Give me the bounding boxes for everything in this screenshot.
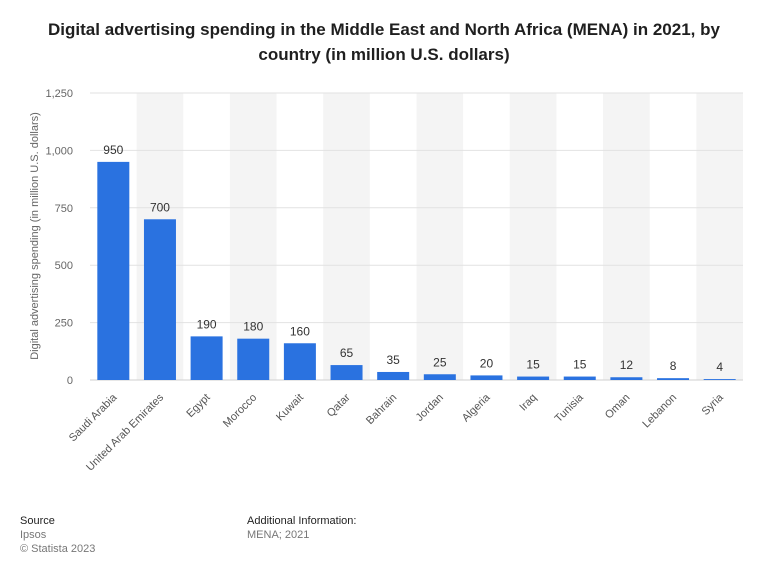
column-band <box>323 93 370 380</box>
bar[interactable] <box>657 378 690 380</box>
y-tick-label: 250 <box>55 318 73 330</box>
x-tick-label: Tunisia <box>553 391 587 425</box>
x-tick-label: United Arab Emirates <box>84 391 166 473</box>
column-band <box>229 93 277 380</box>
additional-info-heading: Additional Information: <box>247 515 357 527</box>
additional-info-block: Additional Information: MENA; 2021 <box>247 514 356 542</box>
column-bands <box>136 93 743 380</box>
data-label: 12 <box>620 358 634 372</box>
y-axis-label: Digital advertising spending (in million… <box>29 112 41 360</box>
bar[interactable] <box>190 336 223 380</box>
source-block: Source Ipsos © Statista 2023 <box>20 514 95 556</box>
bar[interactable] <box>143 219 176 380</box>
data-label: 950 <box>103 143 123 157</box>
data-label: 25 <box>433 355 447 369</box>
data-label: 65 <box>340 346 354 360</box>
x-tick-label: Kuwait <box>274 392 306 424</box>
bar[interactable] <box>237 338 270 380</box>
x-tick-label: Morocco <box>221 392 259 430</box>
x-tick-label: Jordan <box>414 392 446 424</box>
y-tick-label: 0 <box>67 375 73 387</box>
value-labels: 950 700 190 180 160 65 35 25 20 15 15 12 8 4 <box>103 143 723 374</box>
column-band <box>416 93 464 380</box>
bar-chart: 950 700 190 180 160 65 35 25 20 15 15 12 8 4 0 250 500 7… <box>29 88 743 474</box>
column-band <box>509 93 557 380</box>
column-band <box>603 93 650 380</box>
x-tick-label: Lebanon <box>640 392 679 431</box>
bar[interactable] <box>97 161 130 380</box>
data-label: 180 <box>243 320 263 334</box>
data-label: 4 <box>716 360 723 374</box>
data-label: 160 <box>290 324 310 338</box>
x-tick-label: Qatar <box>325 391 353 419</box>
bar[interactable] <box>470 375 503 380</box>
copyright: © Statista 2023 <box>20 543 96 555</box>
bar[interactable] <box>563 376 596 380</box>
source-name[interactable]: Ipsos <box>20 529 47 541</box>
y-tick-label: 1,000 <box>45 145 73 157</box>
bar[interactable] <box>703 379 736 380</box>
x-tick-label: Algeria <box>460 391 493 424</box>
chart-title: Digital advertising spending in the Midd… <box>48 20 720 64</box>
y-tick-label: 500 <box>55 260 73 272</box>
data-label: 15 <box>573 358 587 372</box>
y-axis-ticks: 0 250 500 750 1,000 1,250 <box>45 88 73 387</box>
data-label: 190 <box>197 317 217 331</box>
bar[interactable] <box>330 365 363 380</box>
bar[interactable] <box>423 374 456 380</box>
x-tick-label: Bahrain <box>364 392 399 427</box>
column-band <box>696 93 743 380</box>
x-tick-label: Oman <box>603 392 633 422</box>
x-tick-label: Egypt <box>184 392 212 420</box>
data-label: 35 <box>386 353 400 367</box>
data-label: 700 <box>150 200 170 214</box>
data-label: 20 <box>480 356 494 370</box>
bar[interactable] <box>517 376 550 380</box>
y-tick-label: 750 <box>55 203 73 215</box>
data-label: 15 <box>526 358 540 372</box>
bar[interactable] <box>377 371 410 380</box>
additional-info-text: MENA; 2021 <box>247 529 310 541</box>
y-tick-label: 1,250 <box>45 88 73 100</box>
source-heading: Source <box>20 515 55 527</box>
bars <box>97 161 736 380</box>
bar[interactable] <box>610 377 643 380</box>
x-tick-label: Iraq <box>517 392 539 414</box>
bar[interactable] <box>283 343 316 380</box>
x-tick-label: Syria <box>700 391 727 418</box>
data-label: 8 <box>670 359 677 373</box>
